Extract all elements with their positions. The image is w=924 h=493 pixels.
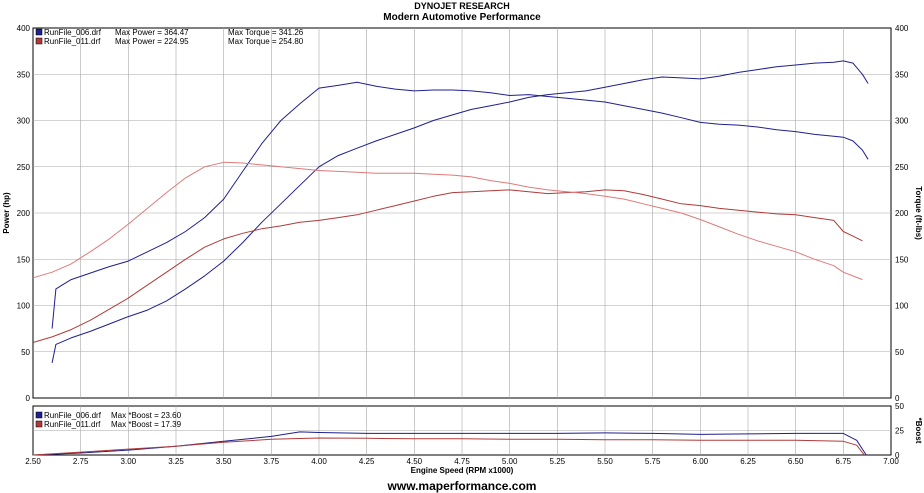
x-tick-label: 3.75 <box>264 457 280 466</box>
x-tick-label: 5.75 <box>645 457 661 466</box>
x-tick-label: 5.25 <box>550 457 566 466</box>
x-tick-label: 5.50 <box>597 457 613 466</box>
x-tick-label: 6.75 <box>836 457 852 466</box>
boost-legend-file: RunFile_006.drf <box>44 411 102 420</box>
y2-axis-label: Torque (ft-lbs) <box>914 186 923 240</box>
x-tick-label: 7.00 <box>883 457 899 466</box>
boost-plot: 2.50 2.75 3.00 3.25 3.50 3.75 4.00 4.25 4.50 4.75… <box>25 402 923 475</box>
series-line-2 <box>51 81 869 329</box>
boost-legend-swatch <box>35 420 43 428</box>
legend-file: RunFile_006.drf <box>44 28 102 37</box>
x-tick-label: 4.00 <box>311 457 327 466</box>
legend-max-power: Max Power = 364.47 <box>115 28 189 37</box>
y-tick-label-right: 0 <box>895 394 900 403</box>
boost-y-tick-label: 50 <box>895 402 904 411</box>
y-tick-label-right: 200 <box>895 209 909 218</box>
x-tick-label: 6.00 <box>693 457 709 466</box>
y-tick-label-right: 400 <box>895 24 909 33</box>
series-line-3 <box>32 189 863 343</box>
legend-max-power: Max Power = 224.95 <box>115 37 189 46</box>
boost-axis-label: *Boost <box>914 418 923 444</box>
y-tick-label-right: 300 <box>895 117 909 126</box>
x-tick-label: 2.50 <box>25 457 41 466</box>
y-tick-label-left: 200 <box>17 209 31 218</box>
x-tick-label: 4.75 <box>454 457 470 466</box>
y-tick-label-right: 150 <box>895 255 909 264</box>
footer-url: www.maperformance.com <box>387 479 537 493</box>
y-tick-label-left: 100 <box>17 302 31 311</box>
series-line-4 <box>32 161 863 281</box>
y-tick-label-left: 250 <box>17 163 31 172</box>
boost-y-tick-label: 25 <box>895 427 904 436</box>
x-tick-label: 4.50 <box>407 457 423 466</box>
legend-swatch <box>35 28 43 36</box>
y-tick-label-left: 150 <box>17 255 31 264</box>
x-tick-label: 4.25 <box>359 457 375 466</box>
chart-title: DYNOJET RESEARCH <box>414 1 510 11</box>
y-tick-label-right: 350 <box>895 70 909 79</box>
y-tick-label-right: 100 <box>895 302 909 311</box>
boost-legend-max: Max *Boost = 23.60 <box>111 411 182 420</box>
y-tick-label-left: 400 <box>17 24 31 33</box>
x-tick-label: 5.00 <box>502 457 518 466</box>
y-tick-label-left: 0 <box>26 394 31 403</box>
x-tick-label: 3.25 <box>168 457 184 466</box>
x-axis-label: Engine Speed (RPM x1000) <box>411 466 514 475</box>
chart-subtitle: Modern Automotive Performance <box>383 12 541 23</box>
boost-legend-swatch <box>35 411 43 419</box>
y-tick-label-left: 300 <box>17 117 31 126</box>
x-tick-label: 3.00 <box>121 457 137 466</box>
boost-series-line-2 <box>32 437 865 456</box>
legend-file: RunFile_011.drf <box>44 37 101 46</box>
x-tick-label: 2.75 <box>73 457 89 466</box>
legend-max-torque: Max Torque = 254.80 <box>228 37 304 46</box>
legend-max-torque: Max Torque = 341.26 <box>228 28 304 37</box>
x-tick-label: 6.25 <box>740 457 756 466</box>
x-tick-label: 3.50 <box>216 457 232 466</box>
series-line-1 <box>51 60 869 364</box>
power-torque-plot: 0 0 50 50 100 100 150 150 200 200 250 250 300 300 350 3… <box>2 24 923 403</box>
y-tick-label-left: 350 <box>17 70 31 79</box>
y-tick-label-right: 250 <box>895 163 909 172</box>
legend-swatch <box>35 37 43 45</box>
x-tick-label: 6.50 <box>788 457 804 466</box>
boost-y-tick-label: 0 <box>895 451 900 460</box>
y-tick-label-left: 50 <box>21 348 30 357</box>
y-axis-label: Power (hp) <box>2 192 11 234</box>
boost-legend-file: RunFile_011.drf <box>44 420 101 429</box>
boost-legend-max: Max *Boost = 17.39 <box>111 420 182 429</box>
y-tick-label-right: 50 <box>895 348 904 357</box>
